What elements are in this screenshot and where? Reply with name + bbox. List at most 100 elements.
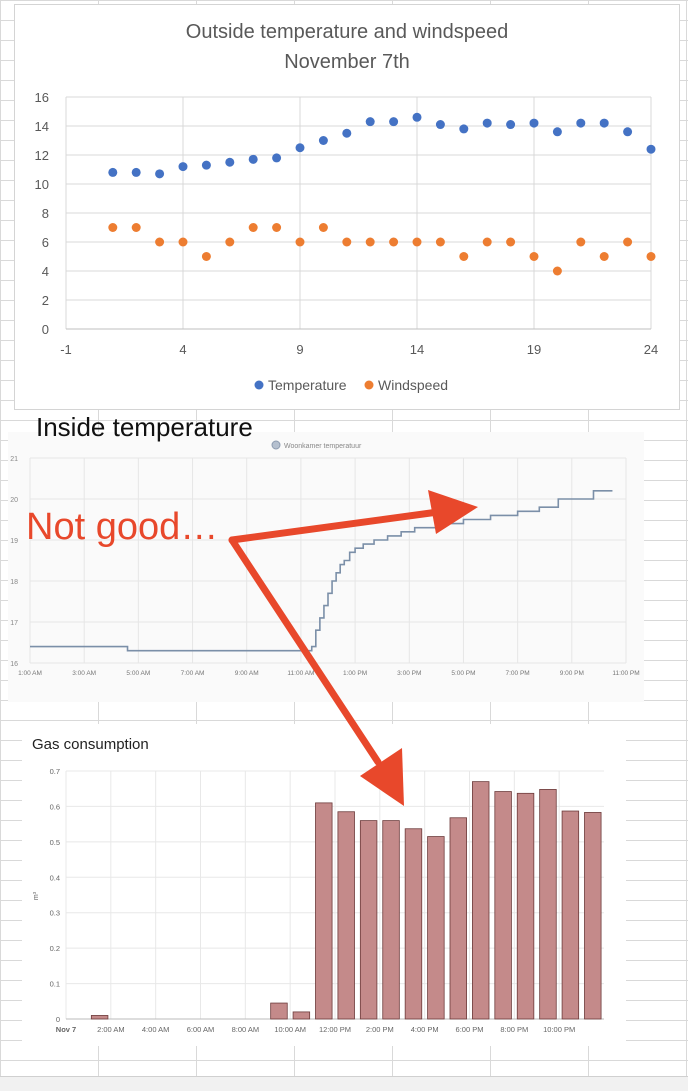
x-tick-label: 1:00 AM xyxy=(18,670,42,677)
temperature-point xyxy=(576,118,586,128)
temperature-point xyxy=(272,153,282,163)
chart-title: Outside temperature and windspeed xyxy=(186,21,508,43)
y-tick-label: 19 xyxy=(10,538,18,545)
temperature-point xyxy=(155,169,165,179)
windspeed-point xyxy=(435,237,445,247)
gas-bar xyxy=(584,812,602,1020)
x-tick-label: 6:00 AM xyxy=(187,1025,215,1034)
gas-bar xyxy=(359,820,378,1020)
windspeed-point xyxy=(365,237,375,247)
y-tick-label: 0.2 xyxy=(50,944,60,953)
y-tick-label: 21 xyxy=(10,456,18,463)
x-tick-label: 5:00 AM xyxy=(126,670,150,677)
inside-temperature-heading: Inside temperature xyxy=(36,412,253,442)
x-tick-label: 9:00 PM xyxy=(560,670,584,677)
x-tick-label: Nov 7 xyxy=(56,1025,76,1034)
x-tick-label: 7:00 AM xyxy=(181,670,205,677)
gas-bar xyxy=(427,836,445,1020)
x-tick-label: 6:00 PM xyxy=(456,1025,484,1034)
windspeed-point xyxy=(318,223,328,232)
x-tick-label: 8:00 AM xyxy=(232,1025,260,1034)
gas-consumption-chart: 0 0.1 0.2 0.3 0.4 0.5 0.6 0.7 m³ Nov 7 2:00 AM 4:00… xyxy=(22,724,626,1046)
x-tick-label: 3:00 PM xyxy=(397,670,421,677)
temperature-point xyxy=(131,167,141,177)
gas-chart-svg: 0 0.1 0.2 0.3 0.4 0.5 0.6 0.7 m³ Nov 7 2:00 AM 4:00… xyxy=(33,767,604,1034)
x-tick-label: 19 xyxy=(527,342,541,357)
windspeed-point xyxy=(155,237,165,247)
gas-bar xyxy=(315,802,333,1020)
x-tick-label: 4:00 PM xyxy=(411,1025,439,1034)
windspeed-point xyxy=(178,237,188,247)
x-tick-label: 4:00 AM xyxy=(142,1025,170,1034)
temperature-point xyxy=(623,127,633,137)
gas-bar xyxy=(516,792,535,1020)
gas-bar xyxy=(337,811,355,1020)
y-tick-label: 0 xyxy=(56,1015,60,1024)
x-tick-label: 9 xyxy=(296,342,303,357)
outside-temperature-chart: Outside temperature and windspeed Novembe… xyxy=(14,4,680,410)
temperature-point xyxy=(295,143,305,153)
x-tick-label: 10:00 PM xyxy=(543,1025,575,1034)
temperature-point xyxy=(482,118,492,128)
y-tick-label: 16 xyxy=(35,90,49,105)
y-tick-label: 20 xyxy=(10,497,18,504)
x-tick-label: 4 xyxy=(179,342,186,357)
x-tick-label: 10:00 AM xyxy=(274,1025,306,1034)
y-tick-label: 4 xyxy=(42,264,49,279)
legend-marker xyxy=(271,440,281,450)
temperature-point xyxy=(225,157,235,167)
temperature-point xyxy=(178,162,188,172)
y-tick-label: 6 xyxy=(42,235,49,250)
temperature-point xyxy=(506,120,516,130)
gas-bar xyxy=(539,789,557,1020)
temperature-point xyxy=(412,112,422,122)
temperature-point xyxy=(248,154,258,164)
inside-temperature-chart: 16 17 18 19 20 21 1:00 AM 3:00 AM 5:00 AM 7:00 AM… xyxy=(8,432,644,702)
x-tick-label: 3:00 AM xyxy=(72,670,96,677)
sheet-bottom-bar xyxy=(0,1076,688,1091)
x-tick-label: 9:00 AM xyxy=(235,670,259,677)
x-tick-label: 1:00 PM xyxy=(343,670,367,677)
temperature-point xyxy=(201,160,211,170)
windspeed-point xyxy=(646,252,656,261)
y-tick-label: 0.7 xyxy=(50,767,60,776)
outside-chart-svg: Outside temperature and windspeed Novembe… xyxy=(35,21,659,393)
legend-windspeed-label: Windspeed xyxy=(378,377,448,393)
windspeed-point xyxy=(201,252,211,261)
windspeed-point xyxy=(272,223,282,232)
x-tick-label: 14 xyxy=(410,342,424,357)
y-tick-label: 8 xyxy=(42,206,49,221)
not-good-annotation: Not good… xyxy=(26,506,219,548)
windspeed-point xyxy=(576,237,586,247)
y-tick-label: 0.3 xyxy=(50,909,60,918)
y-tick-label: 0.6 xyxy=(50,802,60,811)
x-tick-label: 7:00 PM xyxy=(506,670,530,677)
gas-bar xyxy=(90,1015,109,1020)
windspeed-point xyxy=(506,237,516,247)
legend-windspeed-marker xyxy=(364,380,374,390)
legend-temperature-label: Temperature xyxy=(268,377,347,393)
windspeed-point xyxy=(459,252,469,261)
windspeed-point xyxy=(482,237,492,247)
x-tick-label: 11:00 AM xyxy=(287,670,314,677)
x-tick-label: -1 xyxy=(60,342,72,357)
x-tick-label: 2:00 AM xyxy=(97,1025,125,1034)
gas-bar xyxy=(292,1011,311,1020)
y-tick-label: 0.4 xyxy=(50,873,60,882)
legend-temperature-marker xyxy=(254,380,264,390)
legend-label: Woonkamer temperatuur xyxy=(284,443,362,450)
chart-subtitle: November 7th xyxy=(284,51,410,73)
windspeed-point xyxy=(248,223,258,232)
x-tick-label: 24 xyxy=(644,342,658,357)
y-tick-label: 16 xyxy=(10,661,18,668)
gas-bar xyxy=(270,1002,288,1020)
gas-bar xyxy=(382,820,400,1020)
gas-bar xyxy=(472,781,490,1020)
windspeed-point xyxy=(552,266,562,276)
temperature-point xyxy=(342,128,352,138)
y-tick-label: 18 xyxy=(10,579,18,586)
x-tick-label: 8:00 PM xyxy=(500,1025,528,1034)
temperature-point xyxy=(389,117,399,127)
temperature-point xyxy=(108,167,118,177)
windspeed-point xyxy=(295,237,305,247)
